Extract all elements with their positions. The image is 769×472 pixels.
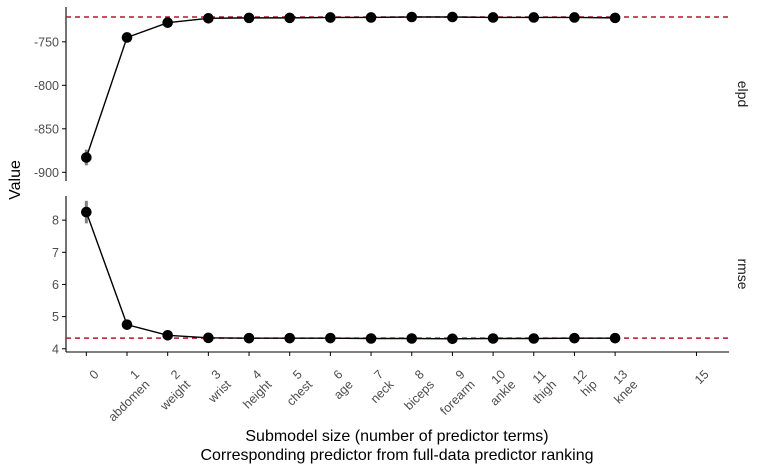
elpd-data-point [365, 12, 377, 23]
rmse-data-point [609, 332, 621, 344]
elpd-data-point [162, 17, 173, 28]
x-tick-label: 11thigh [520, 367, 559, 406]
elpd-y-tick-label: -850 [34, 122, 59, 136]
rmse-data-point [203, 332, 214, 344]
rmse-data-point [406, 333, 418, 344]
x-tick-label: 8biceps [391, 367, 437, 413]
x-tick-predictor-label: forearm [437, 377, 477, 417]
elpd-data-point [325, 12, 336, 23]
x-tick-label: 13knee [601, 367, 640, 406]
rmse-y-tick-label: 7 [52, 246, 59, 260]
x-tick-label: 3wrist [195, 367, 234, 406]
elpd-series-line [85, 16, 616, 158]
elpd-data-point [487, 12, 499, 23]
x-tick-label: 2weight [147, 367, 194, 414]
rmse-data-point [284, 332, 296, 344]
elpd-y-tick-label: -900 [34, 166, 59, 180]
elpd-y-tick-label: -800 [34, 79, 59, 93]
x-tick-label: 12hip [568, 367, 600, 399]
rmse-data-point [81, 206, 92, 218]
x-tick-size-label: 0 [87, 367, 102, 382]
x-tick-label: 0 [87, 367, 102, 382]
x-tick-label: 9forearm [427, 367, 478, 418]
elpd-data-point [243, 12, 255, 24]
rmse-data-point [487, 333, 499, 344]
y-axis-title: Value [7, 160, 24, 200]
elpd-data-point [447, 11, 458, 23]
elpd-data-point [121, 32, 133, 43]
rmse-strip-label: rmse [735, 258, 751, 289]
x-axis-title-line1: Submodel size (number of predictor terms… [245, 428, 548, 445]
x-tick-predictor-label: weight [157, 377, 194, 414]
rmse-data-point [569, 332, 580, 344]
x-axis-title-line2: Corresponding predictor from full-data p… [200, 447, 593, 464]
rmse-data-point [121, 319, 133, 330]
elpd-data-point [528, 12, 540, 23]
x-tick-predictor-label: height [240, 377, 274, 411]
x-tick-label: 5chest [274, 367, 316, 409]
x-tick-predictor-label: neck [368, 377, 397, 406]
rmse-data-point [528, 333, 540, 344]
x-tick-size-label: 15 [692, 367, 712, 387]
elpd-data-point [609, 12, 621, 24]
elpd-data-point [203, 13, 214, 24]
x-tick-predictor-label: chest [284, 377, 315, 408]
x-tick-predictor-label: age [331, 377, 356, 402]
rmse-series-line [85, 211, 616, 340]
x-tick-predictor-label: ankle [487, 377, 518, 408]
elpd-data-point [81, 152, 92, 163]
elpd-y-tick-label: -750 [34, 35, 59, 49]
rmse-y-tick-label: 6 [52, 278, 59, 292]
rmse-data-point [243, 332, 255, 344]
rmse-data-point [365, 333, 377, 344]
elpd-data-point [406, 11, 418, 23]
elpd-data-point [284, 12, 296, 24]
elpd-strip-label: elpd [735, 81, 751, 107]
rmse-y-tick-label: 8 [52, 214, 59, 228]
rmse-y-tick-label: 4 [52, 342, 59, 356]
rmse-data-point [325, 332, 336, 344]
rmse-y-tick-label: 5 [52, 310, 59, 324]
rmse-data-point [447, 333, 458, 345]
x-tick-label: 6age [321, 367, 356, 402]
elpd-data-point [569, 12, 580, 23]
x-tick-predictor-label: biceps [402, 377, 437, 412]
x-tick-label: 1abdomen [95, 367, 152, 424]
x-tick-label: 4height [230, 367, 275, 412]
rmse-data-point [162, 329, 173, 341]
x-tick-predictor-label: wrist [205, 377, 234, 406]
x-tick-predictor-label: abdomen [106, 377, 153, 424]
x-tick-label: 15 [692, 367, 712, 387]
x-tick-label: 7neck [358, 367, 397, 406]
x-tick-label: 10ankle [477, 367, 518, 408]
